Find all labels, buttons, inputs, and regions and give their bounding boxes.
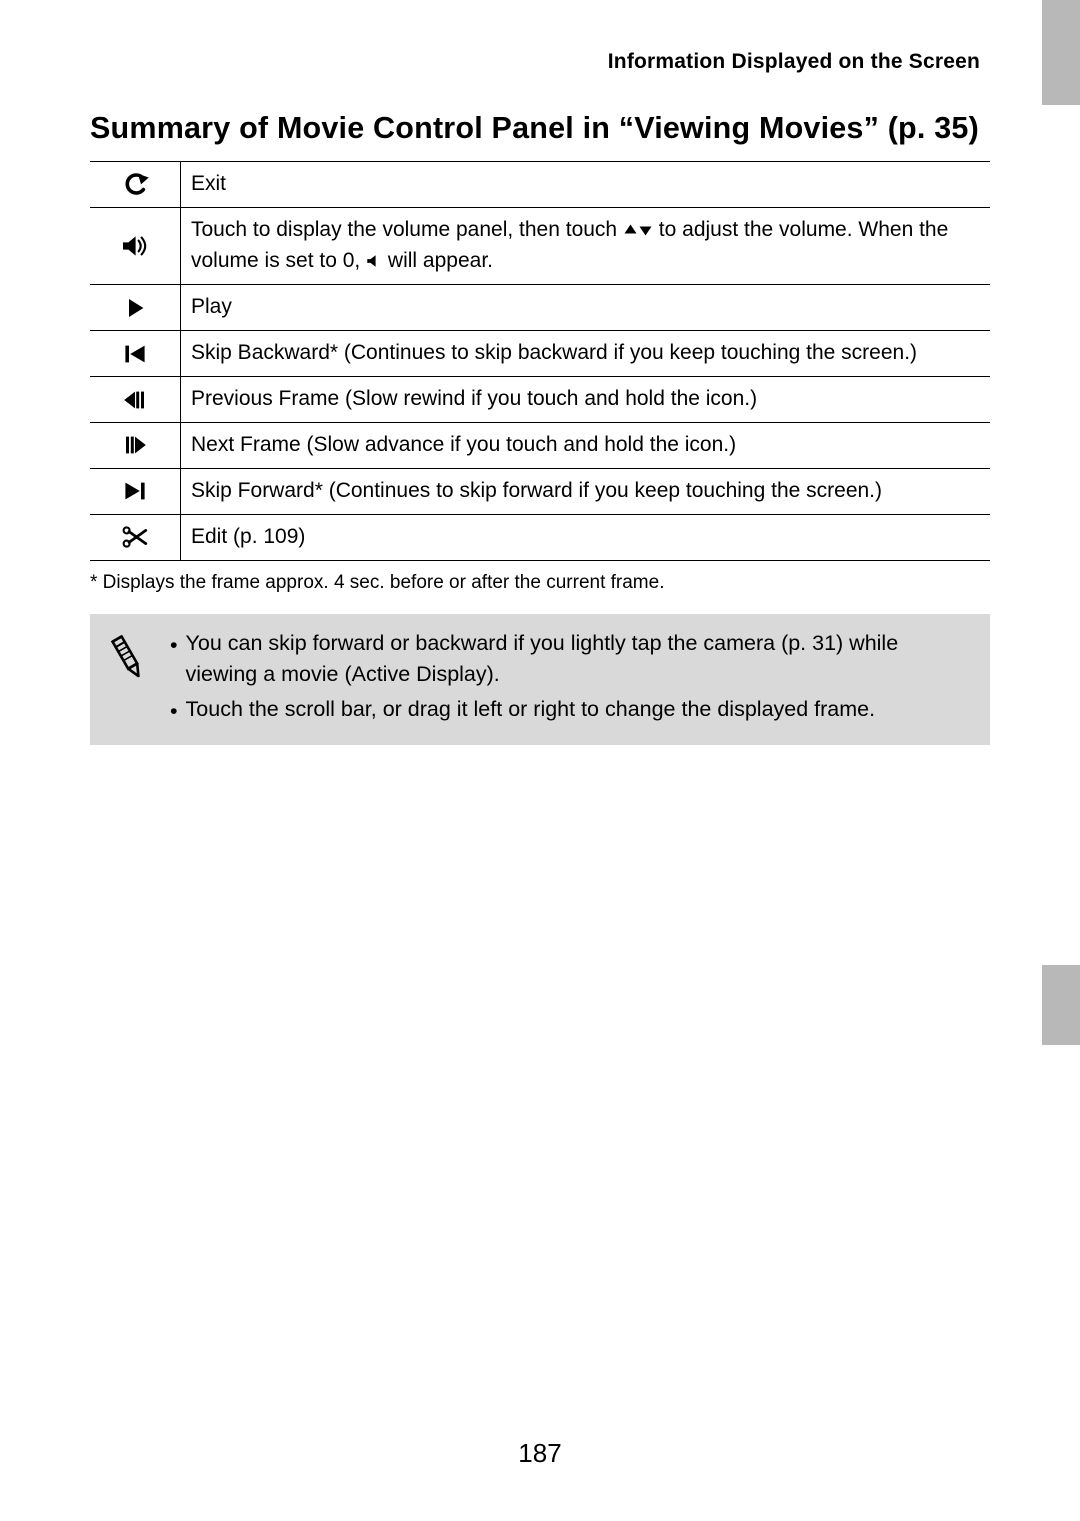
edit-scissors-icon [120,524,150,550]
play-icon [120,295,150,321]
exit-icon [120,172,150,198]
exit-desc: Exit [181,162,991,208]
section-heading: Summary of Movie Control Panel in “Viewi… [90,110,990,147]
skip-forward-icon [120,478,150,504]
top-corner-tab [1042,0,1080,105]
next-frame-icon-cell [90,423,181,469]
note-text-1: You can skip forward or backward if you … [186,628,974,690]
mute-icon [366,249,388,272]
table-row: Skip Forward* (Continues to skip forward… [90,468,990,514]
skip-forward-icon-cell [90,468,181,514]
running-header: Information Displayed on the Screen [90,50,990,74]
note-item: • Touch the scroll bar, or drag it left … [170,694,974,727]
table-row: Next Frame (Slow advance if you touch an… [90,423,990,469]
play-desc: Play [181,285,991,331]
volume-icon [120,233,150,259]
bullet-dot: • [170,694,178,727]
volume-icon-cell [90,208,181,285]
table-row: Previous Frame (Slow rewind if you touch… [90,377,990,423]
volume-desc-text-1: Touch to display the volume panel, then … [191,218,623,241]
page-number: 187 [0,1438,1080,1469]
note-text-2: Touch the scroll bar, or drag it left or… [186,694,876,727]
table-row: Edit (p. 109) [90,514,990,560]
exit-icon-cell [90,162,181,208]
skip-forward-desc: Skip Forward* (Continues to skip forward… [181,468,991,514]
table-footnote: * Displays the frame approx. 4 sec. befo… [90,571,990,596]
table-row: Skip Backward* (Continues to skip backwa… [90,331,990,377]
side-thumb-tab [1042,965,1080,1045]
control-panel-table: Exit Touch to display the volume panel, … [90,161,990,561]
pencil-note-icon [106,632,150,684]
next-frame-icon [120,432,150,458]
table-row: Exit [90,162,990,208]
volume-desc: Touch to display the volume panel, then … [181,208,991,285]
prev-frame-icon-cell [90,377,181,423]
note-icon-wrap [104,628,152,732]
prev-frame-desc: Previous Frame (Slow rewind if you touch… [181,377,991,423]
edit-desc: Edit (p. 109) [181,514,991,560]
note-list: • You can skip forward or backward if yo… [170,628,974,732]
edit-icon-cell [90,514,181,560]
page: Information Displayed on the Screen Summ… [0,0,1080,1521]
play-icon-cell [90,285,181,331]
skip-backward-icon [120,341,150,367]
table-row: Touch to display the volume panel, then … [90,208,990,285]
up-down-arrows-icon [623,218,653,247]
next-frame-desc: Next Frame (Slow advance if you touch an… [181,423,991,469]
skip-backward-icon-cell [90,331,181,377]
skip-backward-desc: Skip Backward* (Continues to skip backwa… [181,331,991,377]
tips-note-box: • You can skip forward or backward if yo… [90,614,990,746]
volume-desc-text-3: will appear. [388,249,493,272]
note-item: • You can skip forward or backward if yo… [170,628,974,690]
bullet-dot: • [170,628,178,690]
prev-frame-icon [120,387,150,413]
table-row: Play [90,285,990,331]
